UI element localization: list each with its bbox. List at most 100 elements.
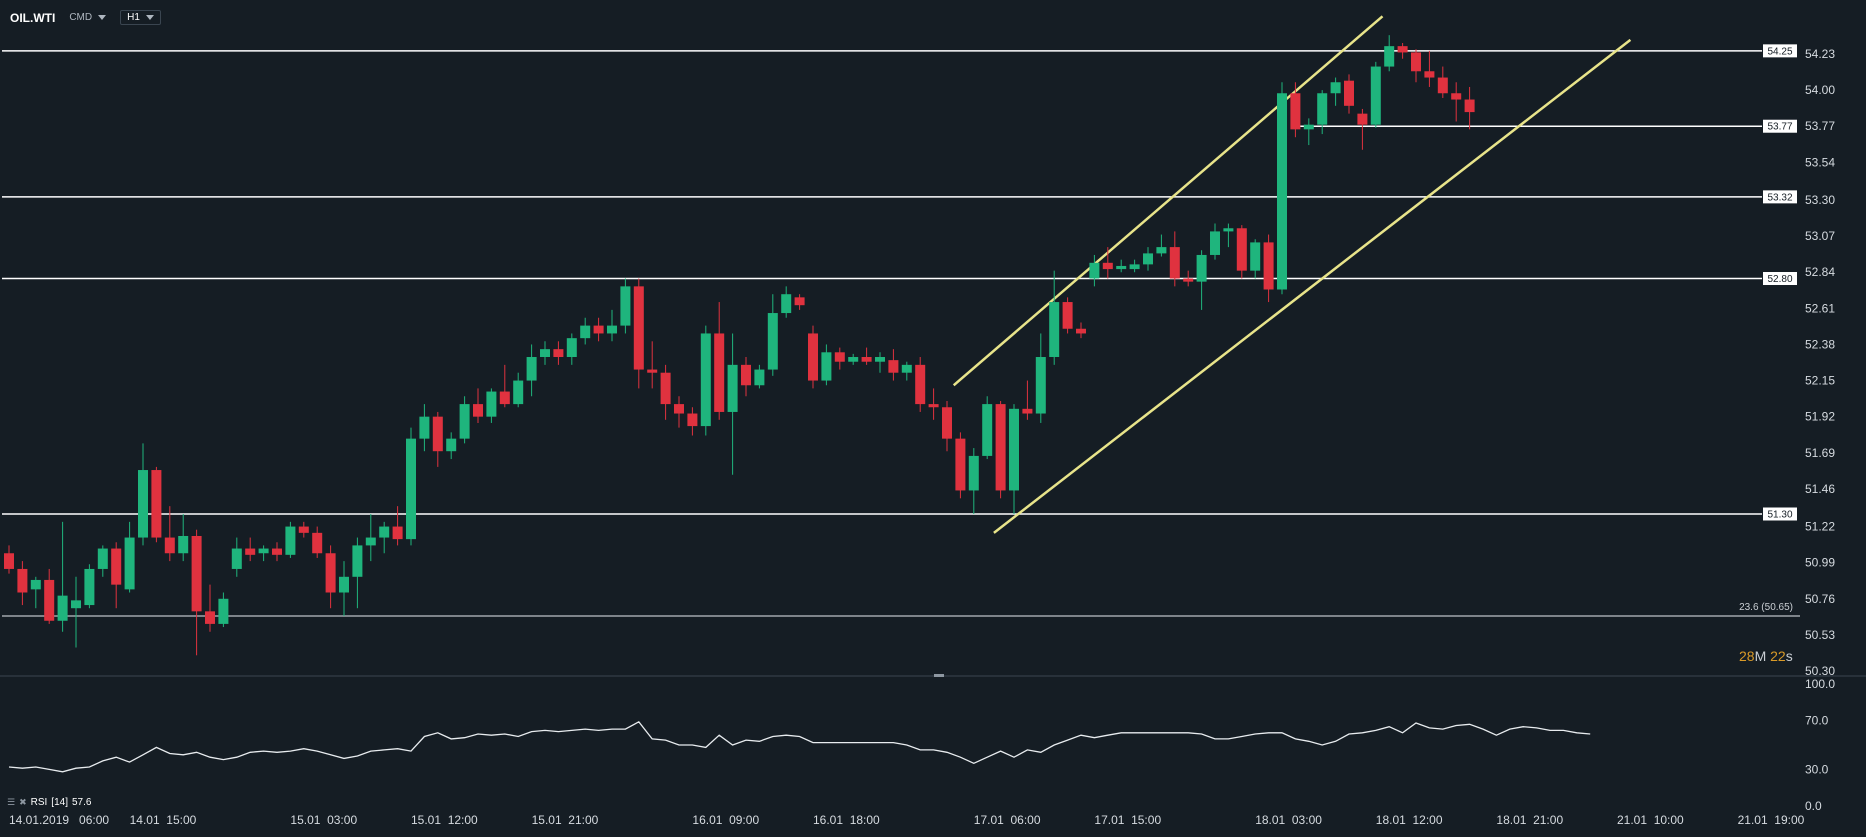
time-tick-label: 17.01 15:00: [1094, 813, 1161, 827]
chart-toolbar: OIL.WTI CMD H1: [10, 10, 161, 25]
candle-body: [687, 413, 698, 427]
time-axis[interactable]: 14.01.2019 06:00 14.01 15:00 15.01 03:00 15…: [9, 813, 1805, 827]
price-tick-label: 52.15: [1805, 374, 1835, 388]
candle-body: [700, 333, 711, 427]
candle-body: [1384, 46, 1395, 67]
chevron-down-icon: [98, 15, 107, 20]
candle-body: [325, 553, 336, 593]
candle-body: [1424, 71, 1435, 78]
candle-body: [392, 526, 403, 540]
candle-body: [1397, 46, 1408, 53]
candle-body: [566, 338, 577, 358]
level-price-tag: [1763, 119, 1797, 133]
timeframe-dropdown[interactable]: H1: [120, 10, 161, 25]
rsi-axis: 100.0 70.0 30.0 0.0: [1805, 677, 1835, 813]
price-tick-label: 52.61: [1805, 301, 1835, 315]
symbol-label[interactable]: OIL.WTI: [10, 10, 56, 25]
candle-body: [231, 548, 242, 569]
price-tick-label: 53.77: [1805, 119, 1835, 133]
rsi-legend: ☰ ✖ RSI [14] 57.6: [7, 797, 91, 808]
candle-body: [1009, 408, 1019, 491]
candle-body: [191, 535, 202, 612]
candle-body: [1464, 99, 1475, 113]
candle-body: [808, 333, 818, 381]
candle-body: [593, 325, 604, 334]
candle-body: [178, 535, 189, 554]
candle-body: [1076, 328, 1086, 334]
candle-body: [741, 364, 751, 386]
candle-body: [1035, 357, 1046, 414]
candle-body: [71, 600, 81, 609]
candle-body: [17, 568, 28, 593]
candle-body: [540, 349, 550, 358]
candle-body: [647, 369, 658, 373]
candle-body: [1290, 93, 1301, 130]
level-price-tag: [1763, 507, 1797, 521]
candle-body: [1143, 253, 1153, 265]
candle-body: [486, 391, 497, 417]
price-tick-label: 51.46: [1805, 482, 1835, 496]
candle-body: [942, 407, 952, 439]
level-price-label: 53.32: [1767, 192, 1792, 203]
time-tick-label: 18.01 03:00: [1255, 813, 1322, 827]
candle-body: [1437, 77, 1448, 94]
candle-body: [138, 470, 148, 538]
time-tick-label: 15.01 03:00: [290, 813, 357, 827]
price-axis[interactable]: 54.23 54.00 53.77 53.54 53.30 53.07 52.84 52.61…: [1805, 47, 1835, 678]
candle-body: [432, 416, 443, 452]
candles: [4, 35, 1475, 656]
candle-body: [1022, 408, 1033, 414]
menu-icon[interactable]: ☰: [7, 797, 16, 807]
candle-body: [205, 611, 215, 624]
time-tick-label: 16.01 09:00: [692, 813, 759, 827]
price-tick-label: 50.76: [1805, 592, 1835, 606]
rsi-tick-label: 30.0: [1805, 762, 1829, 776]
pane-resize-handle[interactable]: [934, 674, 944, 677]
price-tick-label: 54.00: [1805, 83, 1835, 97]
candle-body: [57, 595, 68, 621]
instrument-type-dropdown[interactable]: CMD: [65, 10, 110, 25]
candle-body: [1357, 113, 1368, 125]
candle-body: [727, 364, 738, 412]
candle-body: [1250, 242, 1261, 271]
candle-body: [365, 537, 376, 546]
time-tick-label: 18.01 21:00: [1496, 813, 1563, 827]
price-tick-label: 50.53: [1805, 628, 1835, 642]
price-tick-label: 51.22: [1805, 520, 1835, 534]
candle-body: [781, 294, 792, 314]
candle-body: [1129, 264, 1140, 270]
channel-line[interactable]: [993, 38, 1632, 534]
candle-body: [714, 333, 725, 412]
candle-body: [1156, 247, 1167, 254]
candle-body: [406, 438, 416, 540]
time-tick-label: 15.01 21:00: [532, 813, 599, 827]
candle-body: [580, 325, 591, 339]
level-price-tag: [1763, 190, 1797, 204]
candle-body: [1210, 231, 1220, 255]
candle-body: [1263, 242, 1274, 290]
candle-body: [928, 404, 939, 408]
candle-body: [915, 364, 926, 405]
price-tick-label: 53.30: [1805, 193, 1835, 207]
candle-body: [44, 579, 55, 621]
candle-body: [379, 526, 390, 538]
rsi-tick-label: 70.0: [1805, 714, 1829, 728]
candle-body: [245, 548, 256, 555]
candle-body: [875, 357, 885, 362]
candle-body: [968, 455, 979, 491]
candle-body: [794, 297, 805, 306]
price-tick-label: 51.69: [1805, 446, 1835, 460]
countdown-seconds: 22: [1770, 648, 1786, 664]
candle-body: [1102, 262, 1113, 270]
candle-body: [1344, 80, 1354, 106]
candle-body: [1317, 93, 1328, 125]
candle-body: [848, 357, 859, 362]
close-icon[interactable]: ✖: [19, 797, 27, 807]
rsi-pane: [8, 720, 1591, 773]
channel-line[interactable]: [952, 15, 1384, 387]
candle-body: [888, 360, 899, 373]
rsi-period: [14]: [51, 797, 68, 808]
candle-body: [285, 526, 296, 555]
